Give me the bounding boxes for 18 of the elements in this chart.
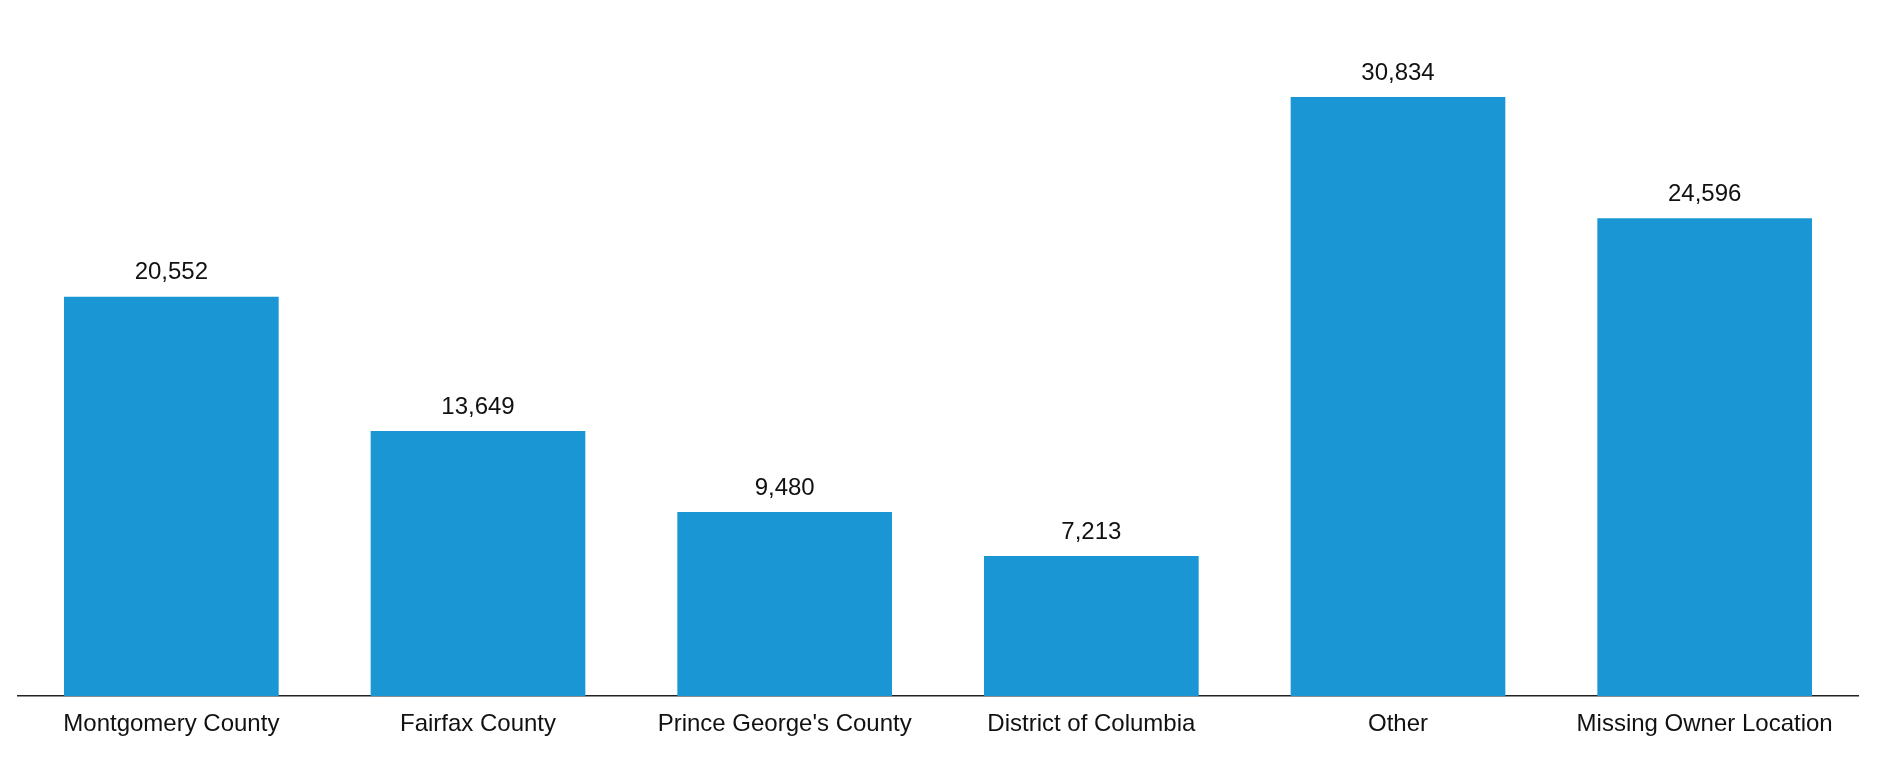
data-label: 30,834: [1361, 57, 1435, 85]
bar: [984, 556, 1199, 697]
bar: [370, 430, 586, 697]
x-tick-label: Other: [1367, 709, 1429, 737]
data-label: 7,213: [1061, 516, 1122, 544]
x-tick-label: Missing Owner Location: [1576, 709, 1833, 737]
data-label: 24,596: [1667, 178, 1742, 206]
x-tick-label: District of Columbia: [987, 709, 1197, 737]
bar: [1597, 218, 1812, 697]
data-label: 20,552: [134, 257, 209, 285]
bar: [64, 296, 279, 697]
x-tick-label: Prince George's County: [657, 709, 912, 737]
data-label: 9,480: [754, 472, 815, 500]
x-tick-label: Fairfax County: [399, 709, 557, 737]
x-tick-label: Montgomery County: [63, 709, 280, 737]
bar: [677, 511, 892, 697]
bar: [1290, 96, 1506, 697]
data-label: 13,649: [441, 391, 515, 419]
